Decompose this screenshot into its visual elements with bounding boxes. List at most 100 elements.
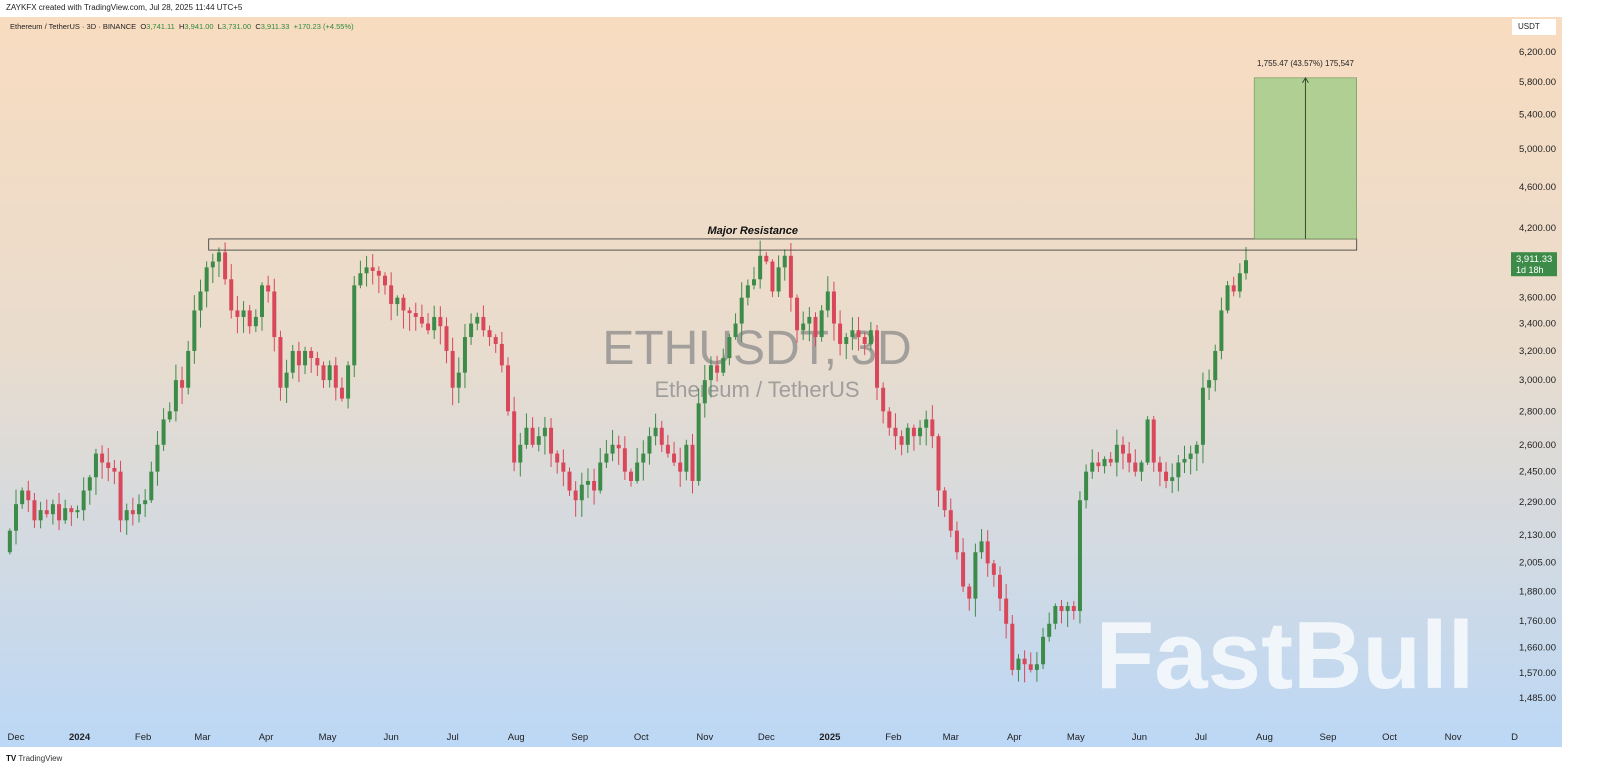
candle-body [272, 291, 277, 338]
candle-body [1114, 444, 1119, 463]
candle-body [1207, 380, 1212, 388]
currency-unit-button[interactable]: USDT [1512, 19, 1556, 35]
candle [881, 382, 886, 424]
time-tick-label: Feb [135, 732, 151, 743]
candle-body [290, 350, 295, 373]
candle-body [567, 471, 572, 491]
candle [266, 275, 271, 303]
price-axis[interactable]: 6,200.00 5,800.00 5,400.00 5,000.00 4,600.00… [1511, 47, 1557, 704]
candle-body [1016, 658, 1021, 670]
candle-body [137, 504, 141, 515]
candle-body [1188, 453, 1193, 459]
candle [376, 266, 381, 294]
candle [561, 449, 566, 487]
candle-body [1047, 623, 1052, 637]
candle [1164, 462, 1169, 489]
candle-body [807, 316, 812, 324]
candle-body [1065, 606, 1070, 612]
time-tick-label: Dec [758, 732, 775, 743]
price-tick-label: 3,200.00 [1519, 346, 1556, 357]
candle [856, 316, 861, 351]
resistance-zone[interactable] [208, 238, 1358, 251]
candle-body [462, 337, 467, 373]
candle-body [635, 462, 640, 481]
candle-body [395, 297, 400, 305]
candle-body [426, 323, 431, 331]
candle-body [678, 462, 683, 472]
candle-body [813, 316, 818, 338]
candle-body [81, 490, 86, 511]
candle-body [296, 350, 301, 366]
candle-body [954, 530, 959, 553]
candle [813, 312, 818, 347]
candle-body [819, 310, 824, 338]
candle [413, 302, 418, 331]
candle-body [1034, 664, 1039, 670]
candle-body [899, 436, 904, 445]
candle [475, 312, 480, 331]
candle-body [112, 467, 117, 472]
candle [352, 276, 357, 378]
candle [1053, 603, 1058, 630]
candle [216, 247, 221, 278]
candle-body [198, 291, 203, 311]
time-tick-label: Oct [634, 732, 649, 743]
candle [844, 332, 849, 360]
time-tick-label: 2025 [819, 732, 841, 743]
candle-body [979, 541, 984, 553]
time-tick-label: Mar [943, 732, 959, 743]
candle [327, 360, 332, 388]
candle [622, 436, 627, 480]
candle-body [192, 310, 197, 351]
candle [770, 259, 775, 298]
candle [604, 439, 609, 469]
candle-body [930, 419, 935, 437]
candle [303, 346, 308, 375]
candle-body [1225, 285, 1230, 311]
candle-body [918, 427, 923, 437]
candle [50, 499, 55, 525]
time-tick-label: Jul [1195, 732, 1207, 743]
candle-body [241, 310, 246, 317]
time-tick-label: Aug [1256, 732, 1273, 743]
candle [1065, 601, 1070, 627]
time-axis[interactable]: Dec 2024 Feb Mar Apr May Jun Jul Aug Sep Oct Nov Dec… [8, 732, 1519, 743]
candle [887, 407, 892, 436]
candle-body [1071, 606, 1076, 612]
candle [14, 489, 18, 545]
candle-body [7, 530, 12, 553]
candle-body [383, 275, 387, 286]
price-tick-label: 5,000.00 [1519, 144, 1556, 155]
candle [573, 481, 578, 517]
drawings[interactable]: Major Resistance 1,755.47 (43.57%) 175,54… [208, 59, 1358, 251]
candle [204, 261, 209, 308]
candle-body [1244, 260, 1248, 274]
candle [979, 529, 984, 559]
arrow-head-icon [1302, 76, 1309, 84]
candle [1231, 276, 1236, 297]
candle [672, 441, 677, 467]
candle-body [370, 267, 375, 271]
tradingview-footer[interactable]: TV TradingView [6, 754, 63, 763]
candle [1077, 491, 1082, 624]
candle [7, 528, 12, 555]
candle-body [506, 365, 510, 412]
candle-body [856, 330, 861, 338]
candle-body [1157, 462, 1162, 472]
candle [223, 242, 228, 285]
candle [1145, 416, 1150, 465]
candle [149, 461, 154, 503]
candle-body [961, 552, 966, 587]
candles [7, 240, 1248, 683]
candle-body [14, 504, 18, 531]
candle-body [721, 358, 726, 373]
candle-body [235, 310, 240, 317]
candle [364, 255, 369, 287]
candle [690, 433, 695, 494]
close-value: 3,911.33 [260, 22, 290, 31]
time-tick-label: Oct [1382, 732, 1397, 743]
candle [998, 566, 1002, 612]
candle [807, 307, 812, 342]
candle [493, 334, 498, 353]
